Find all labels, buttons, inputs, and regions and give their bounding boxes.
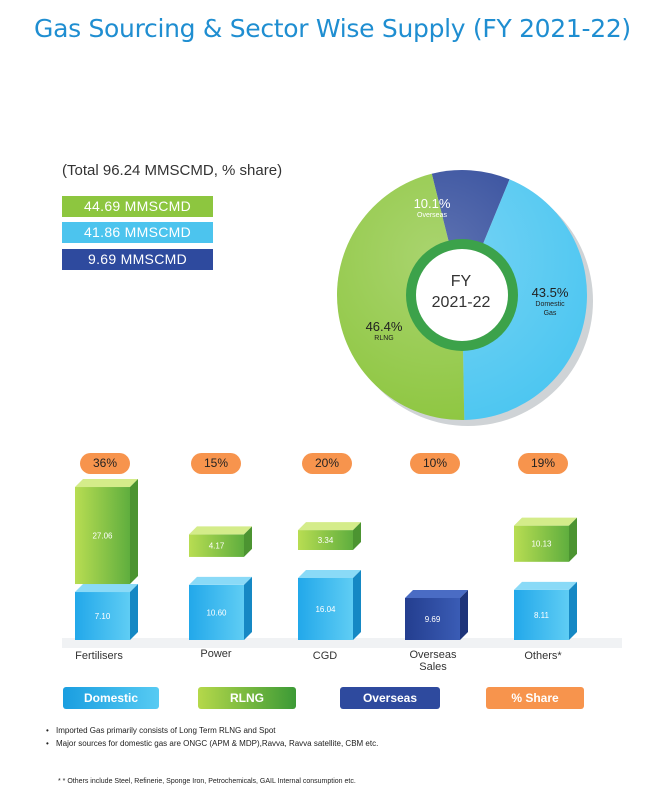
page-title: Gas Sourcing & Sector Wise Supply (FY 20… bbox=[34, 14, 631, 43]
overseas-volume-chip: 9.69 MMSCMD bbox=[62, 249, 213, 270]
overseas-sales-line1: Overseas bbox=[409, 649, 457, 661]
legend-domestic: Domestic bbox=[63, 687, 159, 709]
domestic-slice-name-line1: Domestic bbox=[535, 301, 565, 308]
bar-rlng-others: 10.13 bbox=[514, 517, 577, 562]
svg-text:3.34: 3.34 bbox=[318, 536, 334, 545]
rlng-slice-pct: 46.4% bbox=[365, 319, 403, 334]
svg-text:16.04: 16.04 bbox=[315, 605, 336, 614]
donut-center-line2: 2021-22 bbox=[431, 294, 491, 311]
share-pill-fertilisers: 36% bbox=[80, 453, 130, 474]
donut-hole bbox=[416, 249, 508, 341]
share-pill-power: 15% bbox=[191, 453, 241, 474]
footnote-others: * * Others include Steel, Refinerie, Spo… bbox=[58, 778, 356, 785]
bar-overseas-overseas-sales: 9.69 bbox=[405, 590, 468, 640]
legend-rlng: RLNG bbox=[198, 687, 296, 709]
bar-rlng-cgd: 3.34 bbox=[298, 522, 361, 550]
domestic-volume-chip: 41.86 MMSCMD bbox=[62, 222, 213, 243]
note-imported-gas: Imported Gas primarily consists of Long … bbox=[46, 726, 275, 735]
bars-floor bbox=[62, 638, 622, 648]
rlng-slice-label: 46.4% RLNG bbox=[354, 319, 414, 343]
category-label-cgd: CGD bbox=[312, 650, 338, 662]
domestic-slice-name-line2: Gas bbox=[543, 310, 557, 317]
overseas-slice-label: 10.1% Overseas bbox=[402, 196, 462, 220]
svg-text:10.13: 10.13 bbox=[531, 540, 552, 549]
bar-domestic-power: 10.60 bbox=[189, 576, 252, 640]
svg-text:4.17: 4.17 bbox=[209, 542, 225, 551]
svg-text:27.06: 27.06 bbox=[92, 532, 113, 541]
overseas-slice-pct: 10.1% bbox=[413, 196, 451, 211]
overseas-sales-line2: Sales bbox=[419, 661, 447, 673]
rlng-volume-chip: 44.69 MMSCMD bbox=[62, 196, 213, 217]
share-pill-others: 19% bbox=[518, 453, 568, 474]
overseas-slice-name: Overseas bbox=[417, 212, 447, 219]
note-domestic-sources: Major sources for domestic gas are ONGC … bbox=[46, 739, 378, 748]
svg-text:10.60: 10.60 bbox=[206, 608, 227, 617]
category-label-power: Power bbox=[200, 648, 232, 660]
bar-rlng-power: 4.17 bbox=[189, 526, 252, 557]
category-label-others: Others* bbox=[524, 650, 562, 662]
category-label-fertilisers: Fertilisers bbox=[75, 650, 123, 662]
category-label-overseas-sales: Overseas Sales bbox=[398, 649, 468, 673]
donut-center-label: FY 2021-22 bbox=[423, 271, 499, 313]
bar-domestic-others: 8.11 bbox=[514, 581, 577, 640]
domestic-slice-label: 43.5% Domestic Gas bbox=[520, 285, 580, 318]
share-pill-cgd: 20% bbox=[302, 453, 352, 474]
bar-domestic-cgd: 16.04 bbox=[298, 570, 361, 640]
svg-text:7.10: 7.10 bbox=[95, 612, 111, 621]
legend-share: % Share bbox=[486, 687, 584, 709]
rlng-slice-name: RLNG bbox=[374, 335, 394, 342]
share-pill-overseas-sales: 10% bbox=[410, 453, 460, 474]
bar-rlng-fertilisers: 27.06 bbox=[75, 479, 138, 585]
bar-domestic-fertilisers: 7.10 bbox=[75, 584, 138, 640]
total-note: (Total 96.24 MMSCMD, % share) bbox=[62, 162, 283, 179]
svg-text:8.11: 8.11 bbox=[534, 611, 550, 620]
domestic-slice-pct: 43.5% bbox=[531, 285, 569, 300]
legend-overseas: Overseas bbox=[340, 687, 440, 709]
svg-text:9.69: 9.69 bbox=[425, 615, 441, 624]
donut-center-line1: FY bbox=[450, 273, 472, 290]
